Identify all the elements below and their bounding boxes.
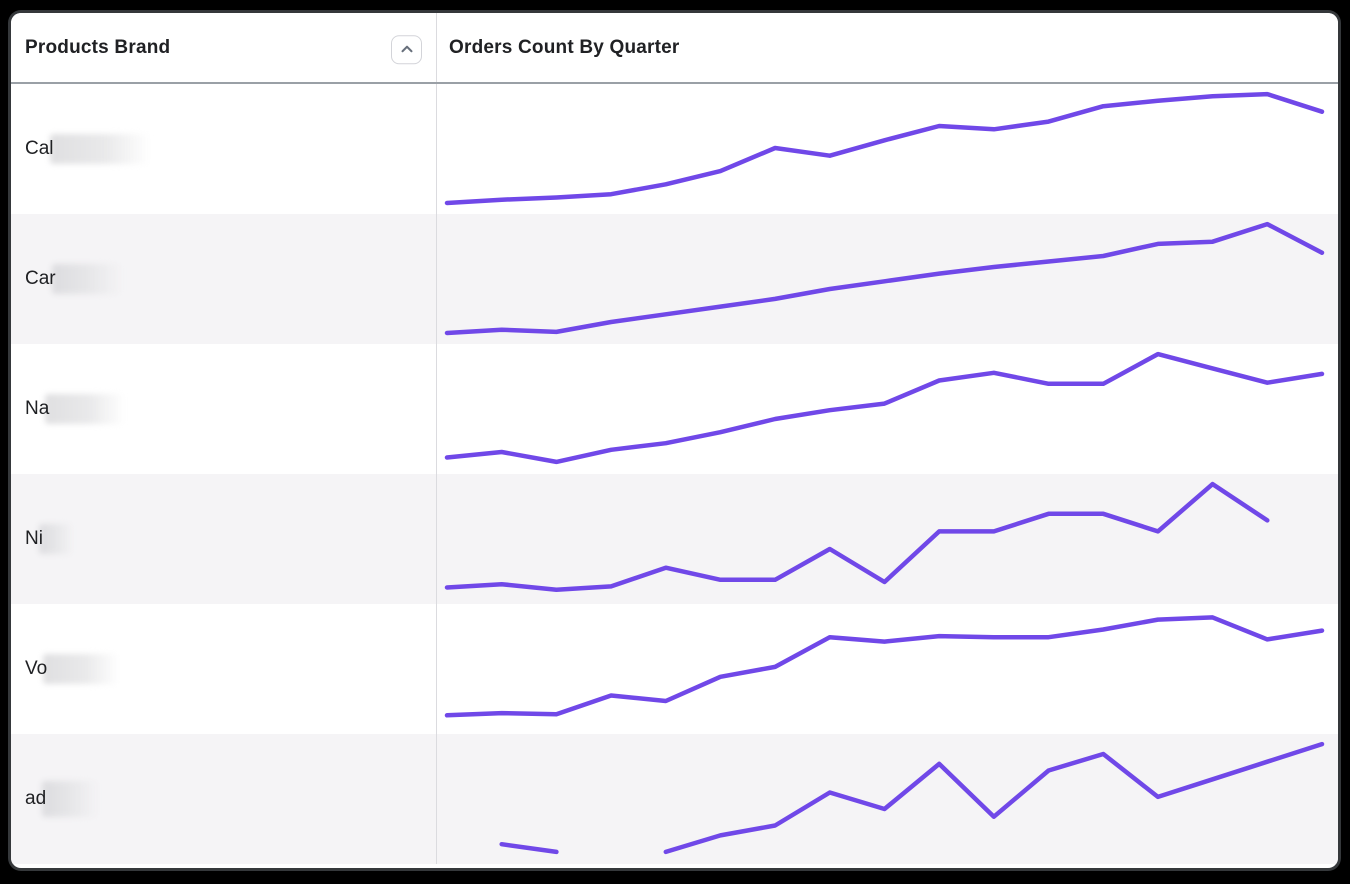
data-table: Products Brand Orders Count By Quarter C… xyxy=(11,13,1338,868)
report-table-panel: Products Brand Orders Count By Quarter C… xyxy=(11,13,1338,868)
orders-sparkline xyxy=(444,221,1325,336)
sparkline-cell xyxy=(437,84,1338,214)
column-header-orders-count: Orders Count By Quarter xyxy=(437,13,1338,82)
table-row: ad xyxy=(11,734,1338,864)
chevron-up-icon xyxy=(399,42,415,56)
brand-cell: Cal xyxy=(11,84,437,214)
brand-label: Na xyxy=(25,398,50,419)
sort-ascending-button[interactable] xyxy=(391,34,422,64)
brand-cell: Car xyxy=(11,214,437,344)
redaction-blur xyxy=(49,134,150,164)
redaction-blur xyxy=(38,524,73,554)
orders-sparkline xyxy=(444,351,1325,465)
table-row: Car xyxy=(11,214,1338,344)
orders-sparkline xyxy=(499,741,1325,855)
brand-cell: Vo xyxy=(11,604,437,734)
brand-label: ad xyxy=(25,788,47,809)
products-brand-header-label: Products Brand xyxy=(25,36,171,58)
orders-sparkline xyxy=(444,481,1270,592)
redaction-blur xyxy=(45,394,126,424)
table-row: Vo xyxy=(11,604,1338,734)
orders-sparkline xyxy=(444,91,1325,206)
brand-label: Car xyxy=(25,268,56,289)
table-row: Ni xyxy=(11,474,1338,604)
sparkline-cell xyxy=(437,474,1338,604)
orders-sparkline xyxy=(444,615,1325,718)
brand-label: Vo xyxy=(25,658,48,679)
sparkline-cell xyxy=(437,344,1338,474)
column-header-products-brand: Products Brand xyxy=(11,13,437,82)
redaction-blur xyxy=(43,654,120,684)
brand-cell: Na xyxy=(11,344,437,474)
sparkline-cell xyxy=(437,604,1338,734)
table-row: Na xyxy=(11,344,1338,474)
redaction-blur xyxy=(42,781,99,817)
brand-label: Cal xyxy=(25,138,54,159)
orders-count-header-label: Orders Count By Quarter xyxy=(449,36,680,58)
brand-cell: Ni xyxy=(11,474,437,604)
sparkline-cell xyxy=(437,734,1338,864)
table-header-row: Products Brand Orders Count By Quarter xyxy=(11,13,1338,84)
brand-label: Ni xyxy=(25,528,43,549)
table-row: Cal xyxy=(11,84,1338,214)
brand-cell: ad xyxy=(11,734,437,864)
sparkline-cell xyxy=(437,214,1338,344)
redaction-blur xyxy=(51,264,122,294)
